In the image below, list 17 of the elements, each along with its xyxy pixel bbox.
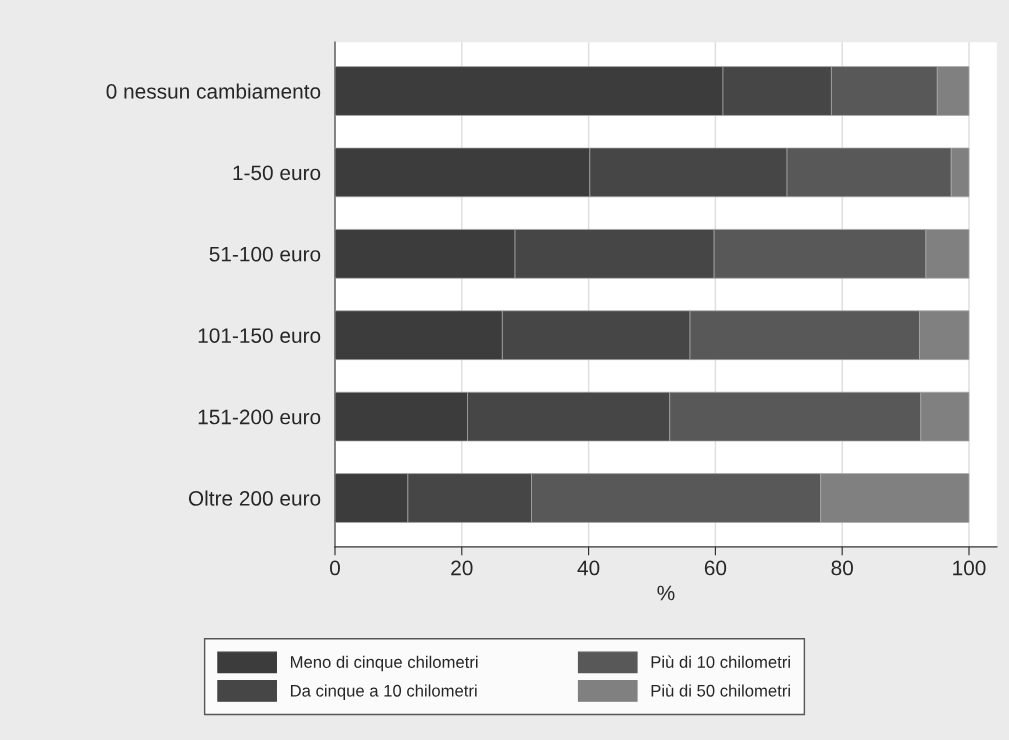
y-tick-label: 0 nessun cambiamento: [106, 83, 321, 99]
legend-label: Più di 50 chilometri: [651, 684, 790, 697]
y-tick-label: 101-150 euro: [198, 328, 321, 343]
x-axis-title: %: [657, 585, 675, 601]
y-tick-label: 151-200 euro: [198, 409, 321, 425]
x-tick-label: 80: [831, 560, 853, 576]
y-tick-label: 51-100 euro: [209, 246, 321, 262]
x-tick-label: 0: [330, 560, 340, 576]
x-tick-label: 60: [704, 560, 727, 576]
x-tick-label: 20: [451, 560, 473, 576]
y-tick-label: Oltre 200 euro: [188, 490, 321, 506]
y-tick-label: 1-50 euro: [233, 165, 321, 181]
legend-label: Meno di cinque chilometri: [290, 655, 478, 672]
legend-label: Più di 10 chilometri: [651, 655, 790, 668]
x-tick-label: 40: [577, 560, 600, 576]
x-tick-label: 100: [953, 560, 986, 576]
legend-label: Da cinque a 10 chilometri: [290, 684, 477, 700]
